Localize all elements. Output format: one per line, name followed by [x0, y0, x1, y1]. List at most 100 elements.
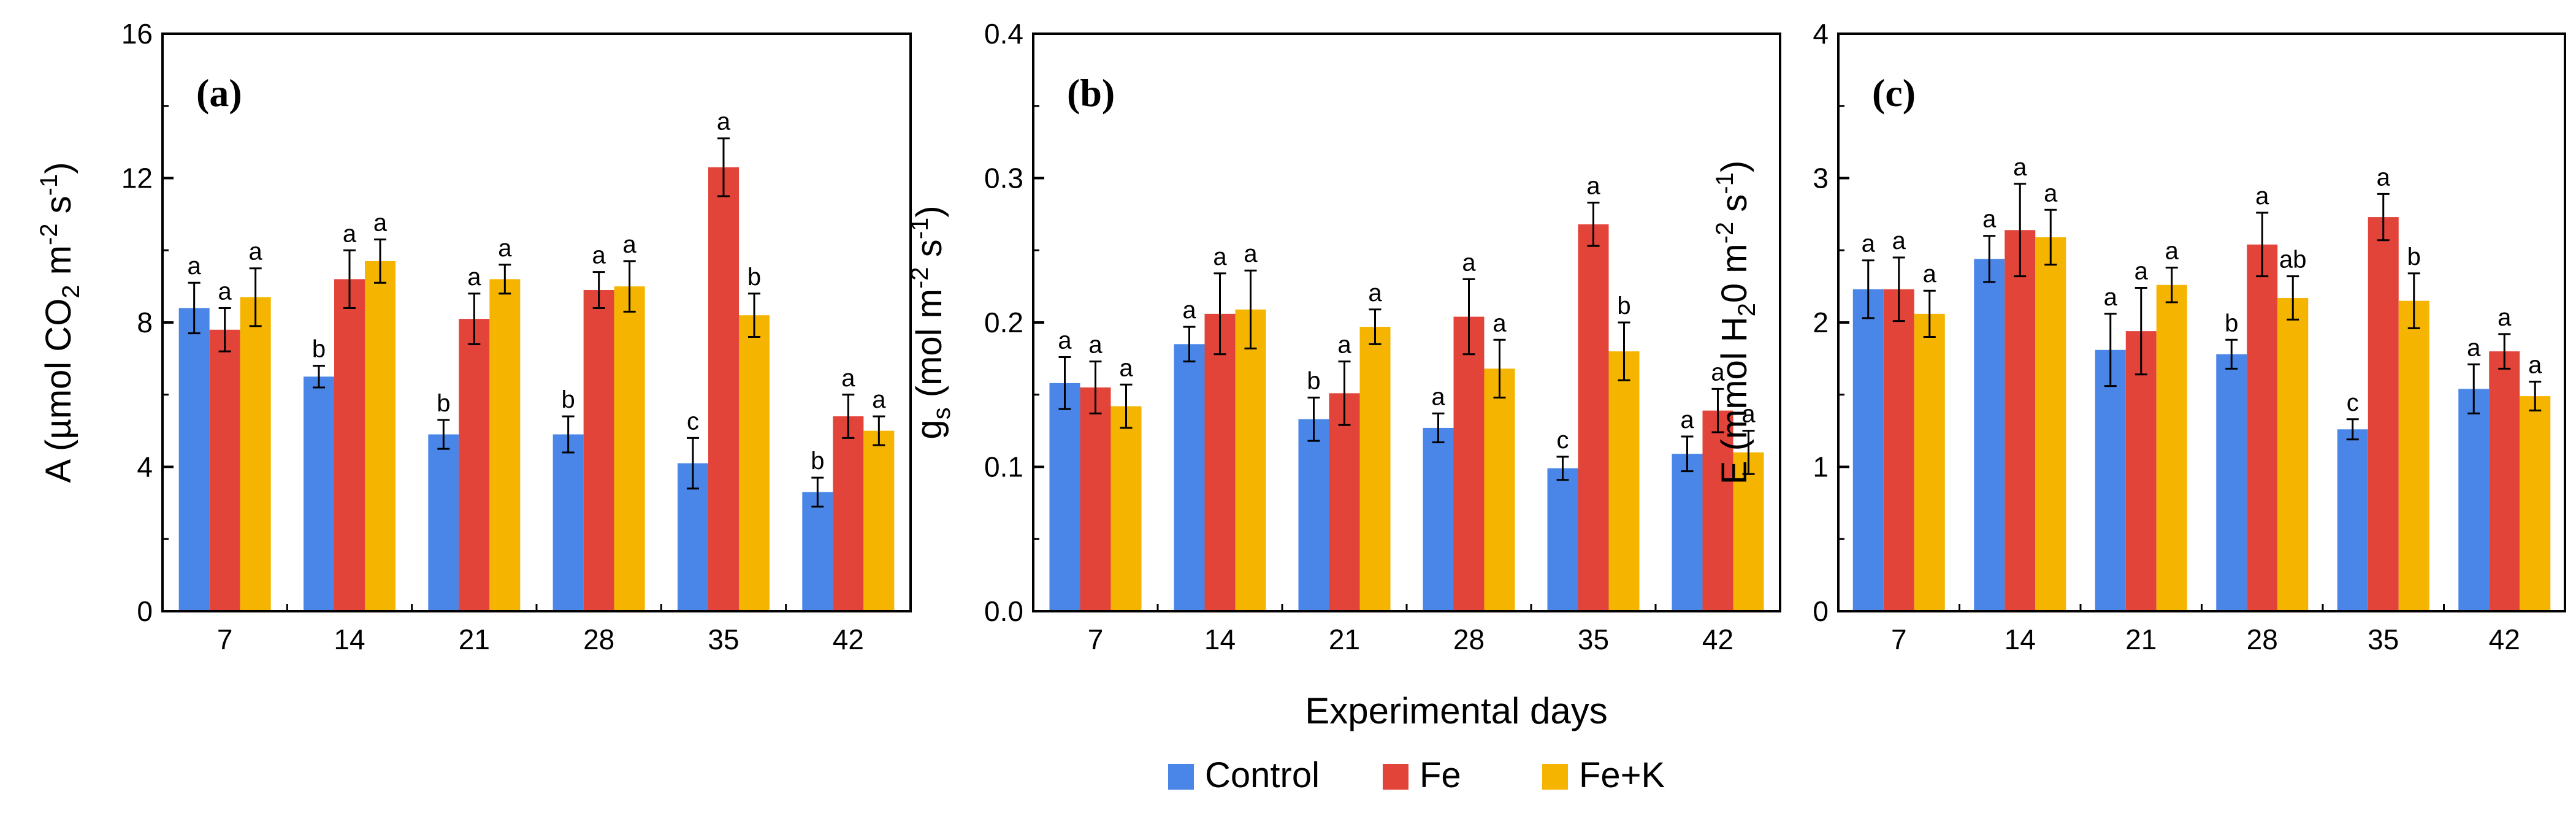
- y-axis-title-part: m: [39, 245, 78, 284]
- plot-frame: [1837, 32, 2566, 612]
- significance-letter: a: [872, 386, 886, 413]
- panel-label: (a): [196, 71, 242, 115]
- bar: [2247, 244, 2278, 612]
- x-tick-label: 7: [1891, 623, 1907, 655]
- significance-letter: b: [312, 336, 326, 363]
- y-tick-label: 0.0: [984, 595, 1023, 627]
- y-axis-title-part: E (mmol H: [1714, 316, 1754, 484]
- significance-letter: a: [373, 210, 388, 237]
- bar: [1484, 368, 1515, 611]
- x-tick-label: 42: [1702, 623, 1733, 655]
- bar: [365, 261, 396, 612]
- significance-letter: a: [343, 220, 357, 247]
- significance-letter: ab: [2279, 246, 2307, 273]
- bar: [2398, 300, 2429, 611]
- y-axis-title-part: s: [928, 407, 955, 419]
- bar: [1974, 259, 2005, 611]
- y-axis-title-part: s: [39, 196, 78, 223]
- significance-letter: b: [2225, 310, 2238, 337]
- y-tick-label: 3: [1813, 162, 1829, 194]
- x-tick-label: 28: [2247, 623, 2278, 655]
- significance-letter: a: [498, 235, 512, 262]
- significance-letter: b: [1617, 292, 1630, 319]
- x-tick-label: 7: [217, 623, 233, 655]
- x-tick-label: 14: [334, 623, 365, 655]
- bar: [459, 319, 490, 611]
- bar: [2125, 331, 2157, 611]
- bar: [1547, 468, 1578, 611]
- bar: [209, 329, 240, 611]
- bar: [1080, 387, 1111, 611]
- bar: [1329, 393, 1360, 611]
- bar: [583, 290, 614, 611]
- significance-letter: b: [562, 386, 575, 413]
- x-tick-label: 28: [583, 623, 614, 655]
- significance-letter: a: [2255, 183, 2269, 210]
- significance-letter: b: [2407, 243, 2421, 270]
- significance-letter: a: [2135, 257, 2149, 284]
- significance-letter: c: [2347, 389, 2359, 416]
- significance-letter: a: [1586, 173, 1600, 200]
- significance-letter: a: [249, 238, 263, 265]
- significance-letter: c: [1557, 427, 1569, 454]
- significance-letter: a: [2165, 238, 2179, 265]
- y-axis-title-part: -2: [906, 267, 933, 289]
- significance-letter: a: [592, 242, 606, 269]
- significance-letter: b: [747, 264, 761, 291]
- bar: [863, 430, 895, 611]
- significance-letter: a: [1982, 206, 1997, 233]
- y-axis-title-part: s: [1714, 194, 1754, 222]
- bar: [2005, 230, 2036, 611]
- y-tick-label: 0.3: [984, 162, 1023, 194]
- y-axis-title-part: -2: [36, 223, 63, 245]
- y-tick-label: 12: [121, 162, 153, 194]
- significance-letter: a: [1680, 406, 1694, 433]
- significance-letter: a: [1213, 243, 1227, 270]
- significance-letter: a: [1088, 332, 1103, 359]
- x-tick-label: 35: [2368, 623, 2399, 655]
- significance-letter: a: [2377, 164, 2391, 191]
- y-axis-title-part: -1: [906, 218, 933, 240]
- significance-letter: a: [1337, 332, 1351, 359]
- significance-letter: a: [1119, 354, 1133, 381]
- y-tick-label: 16: [121, 18, 153, 50]
- x-tick-label: 7: [1088, 623, 1104, 655]
- x-tick-label: 28: [1453, 623, 1485, 655]
- bar: [334, 279, 365, 612]
- bar: [178, 308, 210, 611]
- significance-letter: a: [717, 109, 731, 135]
- bar: [1733, 452, 1764, 611]
- bar: [552, 434, 584, 611]
- y-tick-label: 1: [1813, 451, 1829, 483]
- y-tick-label: 2: [1813, 307, 1829, 338]
- bar: [1174, 344, 1205, 611]
- x-tick-label: 21: [1329, 623, 1360, 655]
- bar: [802, 492, 833, 611]
- significance-letter: a: [188, 253, 202, 280]
- plot-frame: [161, 32, 912, 612]
- x-tick-label: 21: [2125, 623, 2157, 655]
- panel-label: (b): [1067, 71, 1115, 115]
- significance-letter: a: [1892, 227, 1906, 254]
- bar: [2095, 349, 2126, 611]
- x-tick-label: 42: [833, 623, 864, 655]
- bar: [708, 167, 739, 611]
- bar: [2489, 351, 2520, 611]
- bar: [1423, 427, 1454, 611]
- bar: [2156, 284, 2187, 611]
- legend-label: Fe: [1420, 755, 1461, 795]
- significance-letter: a: [2044, 180, 2058, 207]
- y-tick-label: 0: [1813, 595, 1829, 627]
- bar: [489, 279, 521, 612]
- x-tick-label: 42: [2489, 623, 2520, 655]
- significance-letter: a: [467, 264, 481, 291]
- bar: [739, 315, 770, 611]
- bar: [1852, 289, 1884, 612]
- bar: [240, 297, 271, 612]
- significance-letter: a: [1244, 240, 1258, 267]
- y-tick-label: 0: [137, 595, 153, 627]
- bar: [1702, 410, 1733, 611]
